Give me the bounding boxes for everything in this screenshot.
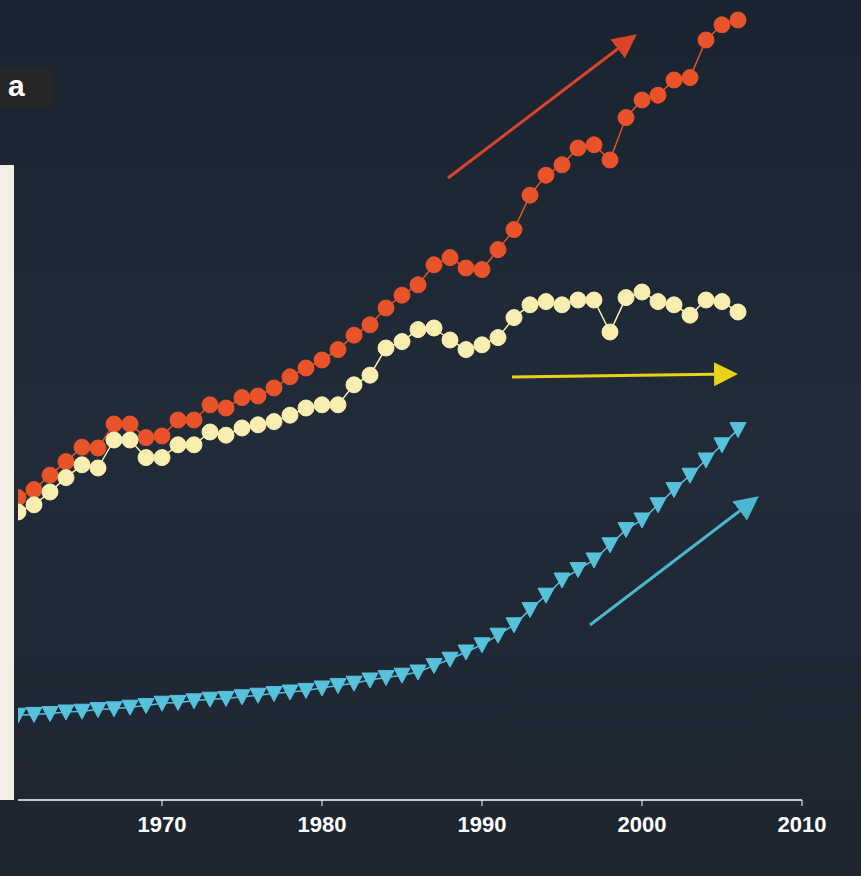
svg-text:1990: 1990 bbox=[458, 812, 507, 837]
svg-text:1970: 1970 bbox=[138, 812, 187, 837]
svg-text:2000: 2000 bbox=[618, 812, 667, 837]
svg-text:1980: 1980 bbox=[298, 812, 347, 837]
html-text:a: a bbox=[8, 69, 25, 102]
svg-text:2010: 2010 bbox=[778, 812, 827, 837]
